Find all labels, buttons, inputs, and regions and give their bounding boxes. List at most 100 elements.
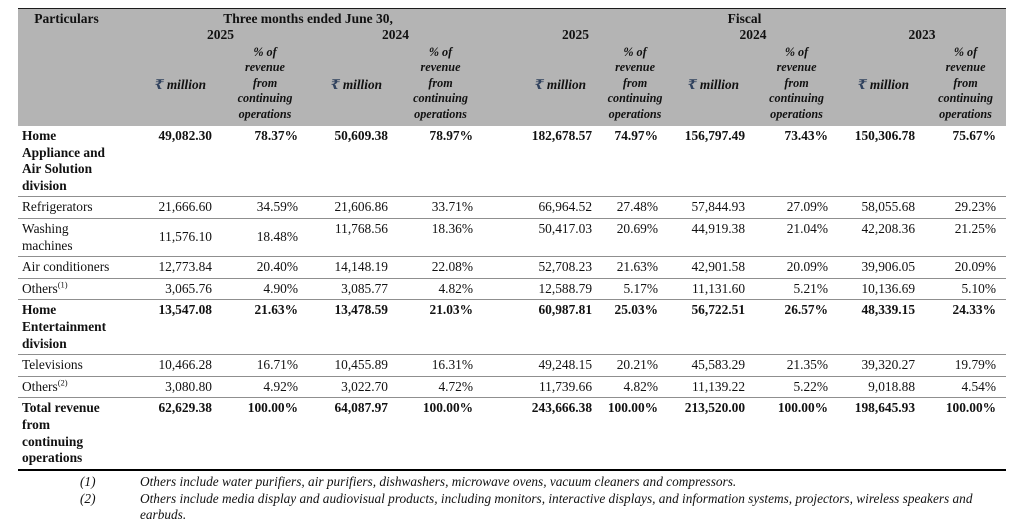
period-header-fy-2023: 2023 xyxy=(908,27,936,42)
amount-cell: 9,018.88 xyxy=(868,378,916,394)
period-header-q-2024: 2024 xyxy=(382,27,410,42)
currency-column-header: ₹ million xyxy=(838,43,925,126)
amount-cell: 11,139.22 xyxy=(691,378,746,394)
amount-cell: 12,588.79 xyxy=(538,280,593,296)
percent-cell: 16.71% xyxy=(256,357,298,373)
footnote: (2) Others include media display and aud… xyxy=(18,491,1006,524)
table-row: Others(2) 3,080.80 4.92% 3,022.70 4.72% 11,73… xyxy=(18,376,1007,398)
percent-cell: 73.43% xyxy=(784,128,829,144)
amount-cell: 50,609.38 xyxy=(334,128,388,144)
rupee-symbol: ₹ xyxy=(534,76,544,92)
percent-cell: 4.82% xyxy=(438,280,474,296)
percent-cell: 27.48% xyxy=(616,199,659,215)
amount-cell: 42,208.36 xyxy=(861,221,916,236)
percent-cell: 4.82% xyxy=(623,378,659,394)
amount-cell: 10,455.89 xyxy=(334,357,388,373)
table-row: Total revenue from continuing operations… xyxy=(18,397,1007,470)
percent-cell: 21.63% xyxy=(616,259,659,275)
currency-unit-label: million xyxy=(166,76,206,92)
table-row: Home Appliance and Air Solution division… xyxy=(18,126,1006,197)
percent-cell: 24.33% xyxy=(952,302,997,318)
amount-cell: 66,964.52 xyxy=(538,199,593,215)
percent-cell: 33.71% xyxy=(431,199,474,215)
currency-column-header: ₹ million xyxy=(668,43,755,126)
table-row: Refrigerators 21,666.60 34.59% 21,606.86 33.… xyxy=(18,196,1007,219)
table-row: Air conditioners 12,773.84 20.40% 14,148.19… xyxy=(18,256,1007,279)
percent-cell: 100.00% xyxy=(777,400,829,416)
period-header-fy-2024: 2024 xyxy=(739,27,767,42)
percent-column-header-label: % of revenue from continuing operations xyxy=(607,45,663,121)
percent-column-header-label: % of revenue from continuing operations xyxy=(938,45,993,121)
amount-cell: 14,148.19 xyxy=(334,259,388,275)
amount-cell: 21,666.60 xyxy=(158,199,212,215)
percent-cell: 100.00% xyxy=(422,400,474,416)
revenue-breakdown-table: Particulars Three months ended June 30, … xyxy=(18,8,1007,471)
percent-cell: 25.03% xyxy=(614,302,659,318)
table-row: Home Entertainment division 13,547.08 21.6… xyxy=(18,299,1007,355)
amount-cell: 13,547.08 xyxy=(158,302,212,318)
percent-cell: 78.97% xyxy=(429,128,474,144)
row-label: Others(2) xyxy=(22,377,68,394)
amount-cell: 57,844.93 xyxy=(691,199,746,215)
amount-cell: 64,087.97 xyxy=(334,400,388,416)
currency-unit-label: million xyxy=(869,76,910,92)
rupee-symbol: ₹ xyxy=(857,76,867,92)
percent-cell: 18.36% xyxy=(431,221,474,236)
amount-cell: 13,478.59 xyxy=(334,302,388,318)
currency-unit-label: million xyxy=(546,76,587,92)
percent-cell: 21.35% xyxy=(786,357,829,373)
amount-cell: 11,768.56 xyxy=(334,221,388,236)
percent-cell: 20.69% xyxy=(616,221,659,236)
percent-cell: 20.21% xyxy=(616,357,659,373)
amount-cell: 50,417.03 xyxy=(538,221,593,236)
amount-cell: 39,906.05 xyxy=(861,259,916,275)
percent-cell: 4.54% xyxy=(961,378,997,394)
percent-cell: 5.21% xyxy=(793,280,829,296)
percent-cell: 27.09% xyxy=(786,199,829,215)
percent-column-header: % of revenue from continuing operations xyxy=(602,43,668,126)
percent-cell: 5.10% xyxy=(961,280,997,296)
amount-cell: 45,583.29 xyxy=(691,357,746,373)
header-group-row: Particulars Three months ended June 30, … xyxy=(18,9,1006,28)
period-header-q-2025: 2025 xyxy=(207,27,234,42)
percent-column-header-label: % of revenue from continuing operations xyxy=(237,45,293,121)
column-header-particulars: Particulars xyxy=(34,11,99,26)
currency-column-header: ₹ million xyxy=(133,43,222,126)
percent-cell: 5.22% xyxy=(793,378,829,394)
amount-cell: 3,022.70 xyxy=(341,378,388,394)
table-row: Others(1) 3,065.76 4.90% 3,085.77 4.82% 12,58… xyxy=(18,278,1007,300)
column-group-three-months: Three months ended June 30, xyxy=(223,11,393,26)
percent-cell: 21.63% xyxy=(254,302,298,318)
row-label: Air conditioners xyxy=(22,259,110,275)
footnote-marker: (2) xyxy=(80,490,96,506)
percent-cell: 21.04% xyxy=(786,221,829,236)
header-period-row: 2025 2024 2025 2024 2023 xyxy=(18,27,1006,43)
rupee-symbol: ₹ xyxy=(330,76,340,92)
percent-cell: 75.67% xyxy=(952,128,997,144)
amount-cell: 56,722.51 xyxy=(691,302,746,318)
percent-cell: 74.97% xyxy=(614,128,659,144)
header-measure-row: ₹ million % of revenue from continuing op… xyxy=(18,43,1006,126)
amount-cell: 3,085.77 xyxy=(341,280,388,296)
amount-cell: 3,065.76 xyxy=(165,280,212,296)
amount-cell: 62,629.38 xyxy=(158,400,212,416)
percent-column-header: % of revenue from continuing operations xyxy=(398,43,483,126)
rupee-symbol: ₹ xyxy=(154,76,164,92)
footnote-text: Others include media display and audiovi… xyxy=(140,490,973,523)
percent-cell: 16.31% xyxy=(431,357,474,373)
row-label: Televisions xyxy=(22,357,83,373)
amount-cell: 39,320.27 xyxy=(861,357,916,373)
percent-cell: 4.92% xyxy=(263,378,298,394)
footnote-ref: (2) xyxy=(57,377,68,388)
percent-cell: 18.48% xyxy=(256,229,298,245)
amount-cell: 198,645.93 xyxy=(854,400,916,416)
amount-cell: 42,901.58 xyxy=(691,259,746,275)
table-header: Particulars Three months ended June 30, … xyxy=(18,8,1007,127)
amount-cell: 10,136.69 xyxy=(861,280,916,296)
percent-cell: 100.00% xyxy=(607,400,659,416)
amount-cell: 10,466.28 xyxy=(158,357,212,373)
row-label: Others(1) xyxy=(22,279,68,296)
percent-cell: 26.57% xyxy=(784,302,829,318)
amount-cell: 243,666.38 xyxy=(531,400,593,416)
percent-cell: 100.00% xyxy=(247,400,298,416)
